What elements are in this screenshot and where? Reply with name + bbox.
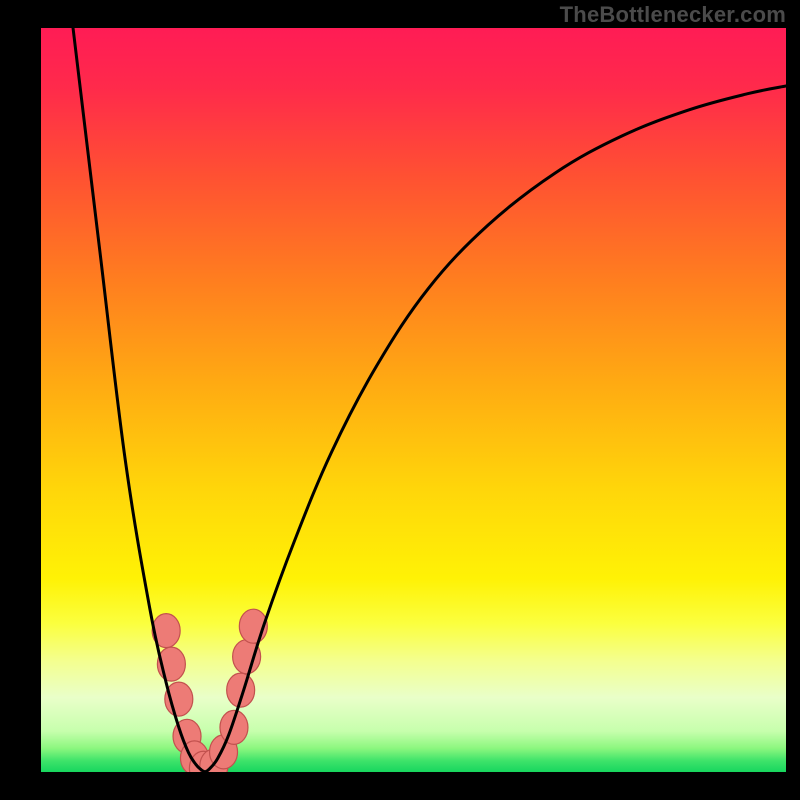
right-curve [205, 86, 786, 772]
chart-stage: TheBottlenecker.com [0, 0, 800, 800]
chart-svg [0, 0, 800, 800]
watermark-text: TheBottlenecker.com [560, 2, 786, 28]
